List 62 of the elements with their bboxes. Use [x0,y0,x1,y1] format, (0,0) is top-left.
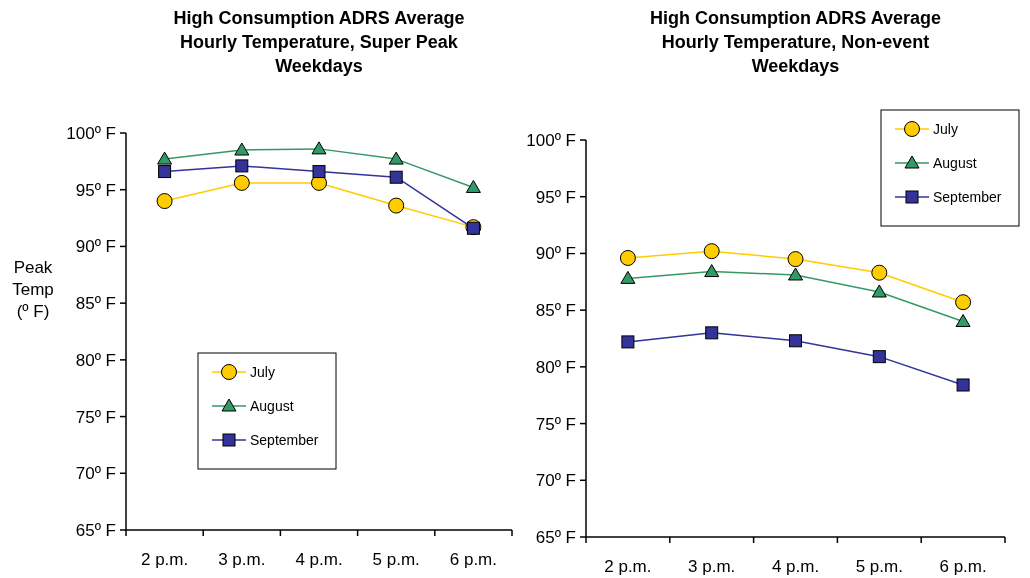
chart-title: High Consumption ADRS Average Hourly Temperature, Super Peak Weekdays [173,8,465,76]
chart-title: High Consumption ADRS Average Hourly Temperature, Non-event Weekdays [649,8,942,76]
point [311,141,327,155]
x-tick-label: 3 p.m. [218,550,266,569]
y-tick-label: 90º F [75,237,116,257]
y-tick-label: 80º F [535,357,576,377]
x-tick-label: 6 p.m. [449,550,498,569]
x-tick-label: 4 p.m. [771,557,820,576]
legend-label: September [250,432,319,448]
legend-label: July [933,121,958,137]
x-tick-label: 2 p.m. [604,557,652,576]
y-tick-label: 80º F [75,350,116,370]
point [621,335,635,349]
point [235,159,249,173]
point [703,243,720,260]
legend-label: August [250,398,294,414]
point [788,267,803,281]
x-tick-label: 5 p.m. [855,557,903,576]
point [620,270,636,284]
point [789,334,802,348]
legend-label: August [933,155,977,171]
y-tick-label: 65º F [75,520,116,540]
point [158,165,172,179]
point [389,170,403,184]
point [388,151,404,165]
legend-label: July [250,364,275,380]
point [955,294,972,311]
y-tick-label: 90º F [535,244,576,264]
point [704,264,720,278]
y-tick-label: 85º F [535,301,576,321]
y-tick-label: 100º F [526,130,576,150]
x-tick-label: 3 p.m. [688,557,736,576]
point [705,326,719,340]
point [156,193,173,210]
y-axis-title: Peak Temp (º F) [12,258,54,321]
point [465,179,481,193]
x-tick-label: 4 p.m. [295,550,343,569]
point [787,251,804,268]
x-tick-label: 6 p.m. [939,557,987,576]
point [955,313,971,327]
point [388,197,405,214]
point [871,284,887,298]
y-tick-label: 95º F [75,180,116,200]
legend-label: September [933,189,1002,205]
x-tick-label: 2 p.m. [140,550,189,569]
y-tick-label: 65º F [535,527,576,547]
point [956,378,970,392]
point [619,249,636,266]
y-tick-label: 100º F [66,123,116,143]
y-tick-label: 75º F [75,407,116,427]
point [234,142,250,156]
y-tick-label: 75º F [535,414,576,434]
point [871,264,888,281]
point [312,165,326,179]
y-tick-label: 95º F [535,187,576,207]
x-tick-label: 5 p.m. [372,550,420,569]
y-tick-label: 70º F [75,464,116,484]
point [233,174,250,191]
point [157,151,173,165]
y-tick-label: 85º F [75,294,116,314]
y-tick-label: 70º F [535,471,576,491]
point [872,350,886,364]
